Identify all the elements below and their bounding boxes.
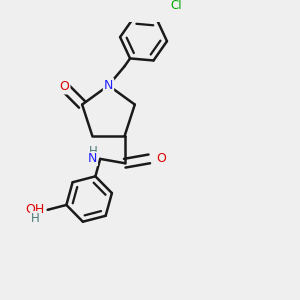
Text: H: H: [89, 146, 98, 158]
Text: O: O: [156, 152, 166, 165]
Text: N: N: [104, 79, 113, 92]
Text: H: H: [31, 212, 40, 225]
Text: Cl: Cl: [171, 0, 182, 12]
Text: O: O: [60, 80, 70, 94]
Text: N: N: [88, 152, 98, 165]
Text: OH: OH: [26, 203, 45, 216]
